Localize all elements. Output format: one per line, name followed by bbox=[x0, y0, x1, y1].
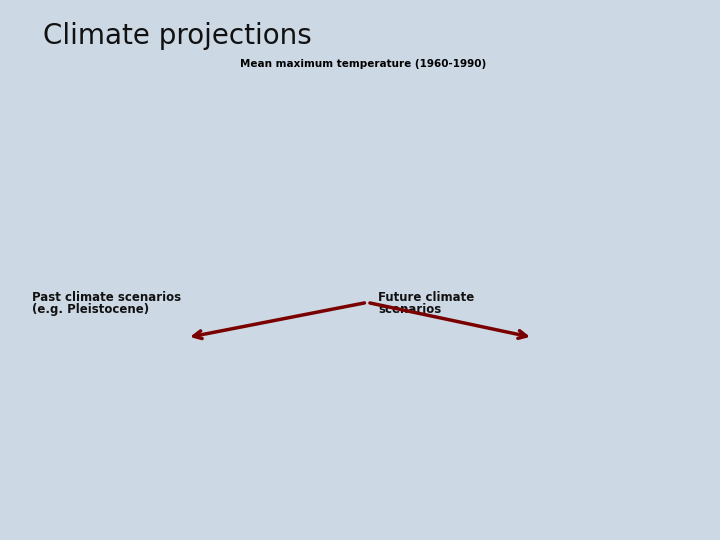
Text: Future climate: Future climate bbox=[378, 291, 474, 304]
Text: Climate projections: Climate projections bbox=[43, 22, 312, 50]
Title: Mean maximum temperature (1960-1990): Mean maximum temperature (1960-1990) bbox=[240, 59, 487, 70]
Text: (e.g. Pleistocene): (e.g. Pleistocene) bbox=[32, 303, 150, 316]
Text: Past climate scenarios: Past climate scenarios bbox=[32, 291, 181, 304]
Text: scenarios: scenarios bbox=[378, 303, 441, 316]
